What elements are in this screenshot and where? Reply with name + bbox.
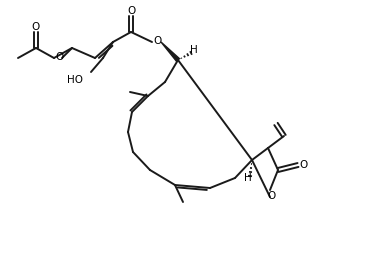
Text: O: O (127, 6, 135, 16)
Text: O: O (32, 22, 40, 32)
Text: H: H (190, 45, 198, 55)
Text: H: H (244, 173, 252, 183)
Text: O: O (267, 191, 275, 201)
Polygon shape (161, 42, 179, 61)
Text: HO: HO (67, 75, 83, 85)
Text: O: O (300, 160, 308, 170)
Text: O: O (153, 36, 161, 46)
Text: O: O (55, 52, 63, 62)
